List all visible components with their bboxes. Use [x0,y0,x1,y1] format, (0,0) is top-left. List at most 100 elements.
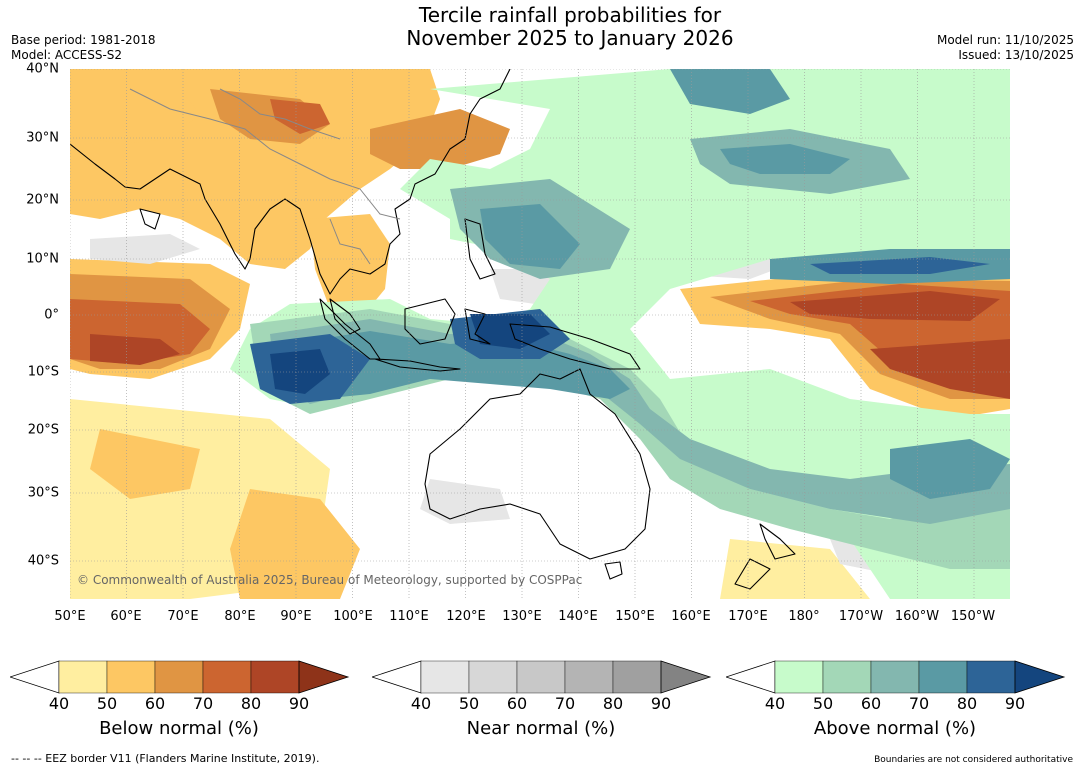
region-near-normal-4 [420,479,510,524]
near-normal-tick-50: 50 [458,694,480,713]
above-normal-under-arrow [726,660,776,694]
near-normal-tick-70: 70 [554,694,576,713]
region-south-io-patch [90,429,200,499]
metadata-left: Base period: 1981-2018 Model: ACCESS-S2 [11,33,156,63]
above-normal-tick-60: 60 [860,694,882,713]
above-normal-swatch-50-60 [822,660,872,694]
region-near-normal-2 [90,234,200,264]
model-run-date: Model run: 11/10/2025 [936,33,1074,47]
lon-label-50e: 50°E [54,609,86,624]
above-normal-title: Above normal (%) [813,718,977,739]
region-indochina-dry [310,214,390,319]
region-above-core-io [270,349,330,394]
lon-label-100e: 100°E [333,609,373,624]
above-normal-tick-70: 70 [908,694,930,713]
above-normal-swatch-80-90 [966,660,1016,694]
region-above-south-pacific [890,439,1010,499]
below-normal-swatch-70-80 [202,660,252,694]
country-borders [129,88,401,265]
title-line-2: November 2025 to January 2026 [406,26,734,50]
region-himalaya-core [270,99,330,134]
lon-label-180: 180° [788,609,820,624]
above-normal-tick-90: 90 [1004,694,1026,713]
region-west-io-core [90,334,180,365]
coastlines [70,69,796,590]
near-normal-tick-90: 90 [650,694,672,713]
below-normal-tick-60: 60 [144,694,166,713]
below-normal-swatch-80-90 [250,660,300,694]
near-normal-swatch-50-60 [468,660,518,694]
above-normal-over-arrow [1014,660,1066,694]
above-normal-tick-80: 80 [956,694,978,713]
below-normal-swatch-60-70 [154,660,204,694]
lon-label-70e: 70°E [167,609,199,624]
near-normal-title: Near normal (%) [466,718,616,739]
lon-label-150w: 150°W [950,609,996,624]
below-normal-over-arrow [298,660,350,694]
below-normal-tick-70: 70 [192,694,214,713]
lat-label-20s: 20°S [27,422,59,438]
lon-label-120e: 120°E [446,609,486,624]
lon-label-170w: 170°W [838,609,884,624]
below-normal-colorbar [10,660,350,694]
region-above-philippines-strong [480,204,580,269]
gridlines [70,69,1010,599]
lon-label-60e: 60°E [110,609,142,624]
near-normal-swatch-70-80 [564,660,614,694]
region-above-mid [270,319,1010,524]
near-normal-swatch-80-90 [612,660,662,694]
lat-label-30s: 30°S [27,485,59,501]
coastline-java [374,358,461,372]
lat-label-10s: 10°S [27,364,59,380]
coastline-philippines [464,218,496,280]
coastline-sulawesi [464,308,491,345]
lat-label-40n: 40°N [26,61,59,77]
base-period: Base period: 1981-2018 [11,33,156,47]
near-normal-swatch-60-70 [516,660,566,694]
above-normal-colorbar [726,660,1066,694]
rainfall-map [70,69,1010,599]
region-south-io-moderate [230,489,360,599]
near-normal-swatch-40-50 [420,660,470,694]
eez-border-note: -- -- -- EEZ border V11 (Flanders Marine… [11,752,320,765]
below-normal-swatch-50-60 [106,660,156,694]
below-normal-tick-90: 90 [288,694,310,713]
below-normal-regions [70,69,1010,599]
near-normal-colorbar [372,660,712,694]
coastline-new-zealand [734,523,796,590]
region-west-asia-dry [70,89,200,144]
near-normal-tick-80: 80 [602,694,624,713]
issued-date: Issued: 13/10/2025 [958,48,1074,62]
above-normal-swatch-40-50 [774,660,824,694]
below-normal-swatch-40-50 [58,660,108,694]
map-title: Tercile rainfall probabilities for Novem… [0,4,1085,50]
border-line-1 [129,88,401,220]
lon-label-80e: 80°E [224,609,256,624]
near-normal-tick-60: 60 [506,694,528,713]
model-name: Model: ACCESS-S2 [11,48,123,62]
border-line-3 [329,218,371,265]
coastline-australia [424,368,651,560]
above-normal-swatch-70-80 [918,660,968,694]
above-normal-regions [230,69,1010,599]
coastline-borneo [404,298,456,345]
above-normal-tick-50: 50 [812,694,834,713]
lon-label-140e: 140°E [558,609,598,624]
coastline-arabia-tip [139,208,161,230]
lat-label-20n: 20°N [26,192,59,208]
boundaries-disclaimer: Boundaries are not considered authoritat… [874,755,1073,765]
region-china-dry [370,109,510,169]
below-normal-tick-40: 40 [48,694,70,713]
region-above-itcz-core [810,257,990,274]
lon-label-130e: 130°E [502,609,542,624]
lat-label-30n: 30°N [26,130,59,146]
coastline-new-guinea [509,323,641,370]
above-normal-swatch-60-70 [870,660,920,694]
region-above-north-pacific-strong [720,144,850,174]
near-normal-tick-40: 40 [410,694,432,713]
lon-label-160e: 160°E [671,609,711,624]
border-line-2 [219,88,341,140]
region-pacific-core-north [790,291,1000,321]
below-normal-tick-80: 80 [240,694,262,713]
region-above-core-indonesia [470,314,550,349]
